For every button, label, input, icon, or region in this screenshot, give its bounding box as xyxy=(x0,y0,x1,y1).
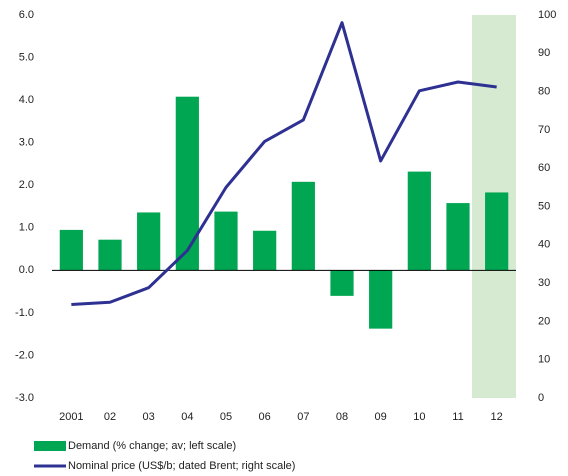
bar xyxy=(175,96,199,271)
legend-swatch xyxy=(34,441,66,451)
y-tick-label: -1.0 xyxy=(15,307,34,319)
x-tick-label: 04 xyxy=(181,411,193,423)
y2-tick-label: 80 xyxy=(538,86,550,98)
x-tick-label: 2001 xyxy=(59,411,83,423)
bar xyxy=(98,239,122,271)
x-tick-label: 03 xyxy=(143,411,155,423)
y2-tick-label: 90 xyxy=(538,47,550,59)
bar xyxy=(485,192,509,271)
y2-tick-label: 20 xyxy=(538,315,550,327)
y-tick-label: 0.0 xyxy=(19,264,34,276)
bar xyxy=(407,171,431,271)
bar xyxy=(214,211,238,271)
bar xyxy=(291,181,315,271)
y-tick-label: 3.0 xyxy=(19,137,34,149)
y2-tick-label: 100 xyxy=(538,9,556,21)
bar xyxy=(330,270,354,296)
bar xyxy=(446,203,470,271)
x-tick-label: 07 xyxy=(297,411,309,423)
y2-tick-label: 0 xyxy=(538,392,544,404)
y-tick-label: 1.0 xyxy=(19,222,34,234)
y2-tick-label: 10 xyxy=(538,354,550,366)
y-tick-label: 5.0 xyxy=(19,51,34,63)
legend-label: Demand (% change; av; left scale) xyxy=(68,440,236,452)
y2-tick-label: 70 xyxy=(538,124,550,136)
y2-tick-label: 40 xyxy=(538,239,550,251)
y-tick-label: -3.0 xyxy=(15,392,34,404)
legend-label: Nominal price (US$/b; dated Brent; right… xyxy=(68,460,295,472)
y2-tick-label: 60 xyxy=(538,162,550,174)
x-tick-label: 08 xyxy=(336,411,348,423)
y-tick-label: 6.0 xyxy=(19,9,34,21)
y2-tick-label: 50 xyxy=(538,200,550,212)
x-tick-label: 02 xyxy=(104,411,116,423)
bar xyxy=(253,230,277,271)
x-tick-label: 10 xyxy=(413,411,425,423)
bar xyxy=(137,212,161,271)
x-tick-label: 05 xyxy=(220,411,232,423)
y2-tick-label: 30 xyxy=(538,277,550,289)
x-tick-label: 06 xyxy=(259,411,271,423)
y-tick-label: -2.0 xyxy=(15,349,34,361)
bar xyxy=(369,270,393,329)
y-tick-label: 4.0 xyxy=(19,94,34,106)
line xyxy=(71,21,497,307)
bar xyxy=(59,229,83,271)
x-tick-label: 11 xyxy=(452,411,463,423)
x-tick-label: 09 xyxy=(375,411,387,423)
y-tick-label: 2.0 xyxy=(19,179,34,191)
x-tick-label: 12 xyxy=(491,411,503,423)
